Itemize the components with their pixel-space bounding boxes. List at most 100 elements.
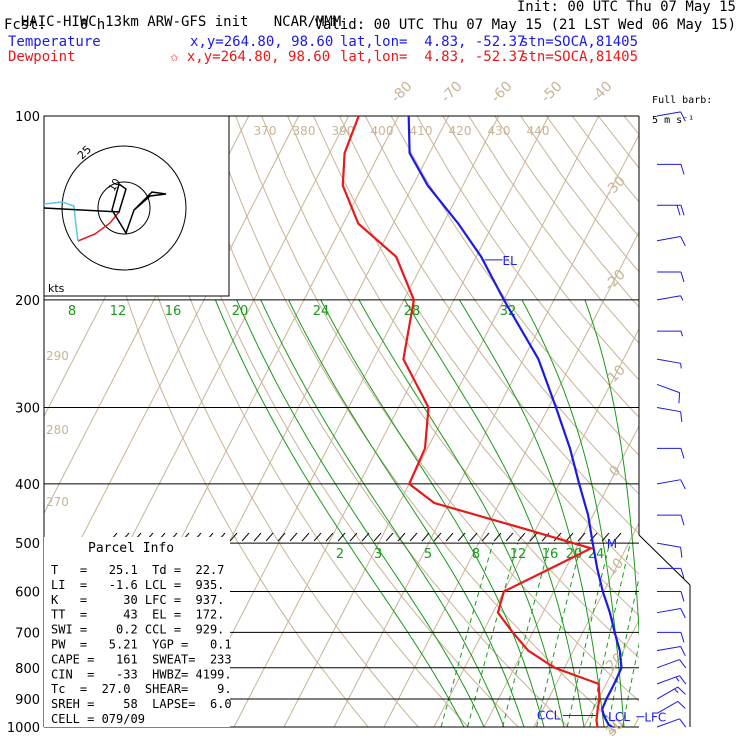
pressure-tick-label: 900 [15, 693, 40, 708]
hatch-mark [253, 532, 262, 542]
theta-label: 420 [449, 124, 472, 138]
pressure-tick-label: 800 [15, 662, 40, 677]
wind-barb [656, 358, 682, 369]
temperature-latlon: lat,lon= 4.83, -52.37 [340, 34, 526, 50]
wind-barb [656, 295, 684, 301]
valid-time: Valid: 00 UTC Thu 07 May 15 (21 LST Wed … [314, 17, 736, 33]
wind-barb [656, 659, 687, 669]
barb-legend-line1: Full barb: [652, 95, 713, 106]
pressure-tick-label: 300 [15, 402, 40, 417]
wind-barb-full [680, 164, 685, 175]
isotherm-label: -50 [538, 78, 565, 105]
dry-adiabat-line [416, 116, 639, 418]
moist-adiabat-label: 20 [232, 304, 249, 319]
hatch-mark [457, 532, 466, 542]
parcel-info-row: CELL = 079/09 [51, 712, 145, 726]
pressure-tick-label: 100 [15, 110, 40, 125]
parcel-info-row: LI = -1.6 LCL = 935. [51, 578, 224, 592]
wind-barb [656, 718, 687, 728]
isotherm-line [483, 424, 639, 727]
dry-adiabat-line [520, 116, 639, 273]
sounding-profiles [341, 116, 623, 727]
moist-adiabat-line [458, 299, 605, 727]
dry-adiabat-line [79, 116, 369, 727]
theta-label: 430 [488, 124, 511, 138]
wind-barb-staff [656, 718, 680, 728]
hatch-mark [277, 532, 286, 542]
dry-adiabat-line [364, 116, 639, 495]
mixing-ratio-label: 8 [472, 547, 480, 562]
hatch-mark [337, 532, 346, 542]
parcel-info-row: PW = 5.21 YGP = 0.1 [51, 638, 232, 652]
isotherm-line [333, 133, 639, 727]
wind-barb-full [680, 608, 686, 619]
wind-barb-full [678, 392, 681, 404]
parcel-info-row: SWI = 0.2 CCL = 929. [51, 623, 224, 637]
wind-barb-full [680, 111, 686, 122]
fcst-value: 0 h [79, 17, 106, 33]
mixing-ratio-line [607, 575, 639, 727]
dry-adiabat-line [183, 116, 569, 727]
hatch-mark [505, 532, 514, 542]
wind-barb [657, 514, 685, 526]
isotherm-label: -80 [388, 78, 415, 105]
wind-barb-staff [656, 295, 681, 301]
dry-adiabat-line [157, 116, 519, 727]
wind-barb [657, 163, 685, 175]
isotherm-label: -70 [438, 78, 465, 105]
wind-barb [656, 542, 683, 558]
dry-adiabat-line [468, 116, 639, 344]
isotherm-line [283, 116, 600, 727]
hatch-mark [553, 532, 562, 542]
pressure-tick-label: 500 [15, 537, 40, 552]
right-axis-lower [638, 534, 691, 586]
fcst-label: Fcst: [4, 17, 47, 33]
parcel-info-row: K = 30 LFC = 937. [51, 593, 224, 607]
isotherm-label: -60 [488, 78, 515, 105]
dewpoint-latlon: lat,lon= 4.83, -52.37 [340, 49, 526, 65]
level-label-el: EL [503, 254, 518, 268]
wind-barb-full [679, 718, 687, 728]
level-label-ccl: CCL [537, 708, 561, 722]
wind-barb [657, 567, 685, 579]
moist-adiabat-label: 24 [313, 304, 330, 319]
hatch-mark [349, 532, 358, 542]
wind-barb-full [680, 479, 686, 490]
wind-barb-full [680, 591, 685, 602]
theta-label: 400 [371, 124, 394, 138]
wind-barb-staff [656, 646, 681, 652]
isotherm-label: 20 [603, 650, 627, 674]
parcel-info-row: TT = 43 EL = 172. [51, 608, 224, 622]
hatch-mark [289, 532, 298, 542]
dry-adiabat-line [287, 116, 639, 617]
pressure-tick-label: 700 [15, 626, 40, 641]
wind-barb [656, 675, 687, 685]
pressure-tick-label: 1000 [7, 721, 40, 736]
wind-barb-full [680, 448, 685, 459]
hatch-mark [265, 532, 274, 542]
mixing-ratio-line [440, 542, 494, 727]
wind-barb-staff [656, 236, 681, 242]
hatch-mark [529, 532, 538, 542]
dewpoint-location-text: x,y=264.80, 98.60 [186, 49, 331, 65]
mixing-ratio-label: 3 [374, 547, 382, 562]
dry-adiabat-line [105, 116, 419, 727]
wind-barb-half [680, 331, 683, 337]
dry-adiabat-line [390, 116, 639, 456]
wind-barb-full [680, 205, 685, 216]
dewpoint-station: stn=SOCA,81405 [520, 49, 639, 65]
wind-barb [656, 686, 686, 700]
hatch-mark [373, 532, 382, 542]
dry-adiabat-line [597, 116, 639, 169]
wind-barb-full [679, 659, 687, 669]
pressure-tick-label: 400 [15, 478, 40, 493]
init-time: Init: 00 UTC Thu 07 May 15 [516, 0, 736, 15]
wind-barb [657, 590, 685, 602]
isotherm-line [583, 619, 639, 727]
wind-barb-staff [656, 700, 679, 714]
hatch-mark [385, 532, 394, 542]
theta-label: 370 [254, 124, 277, 138]
wind-barb-staff [656, 383, 680, 394]
wind-barb [657, 447, 685, 459]
